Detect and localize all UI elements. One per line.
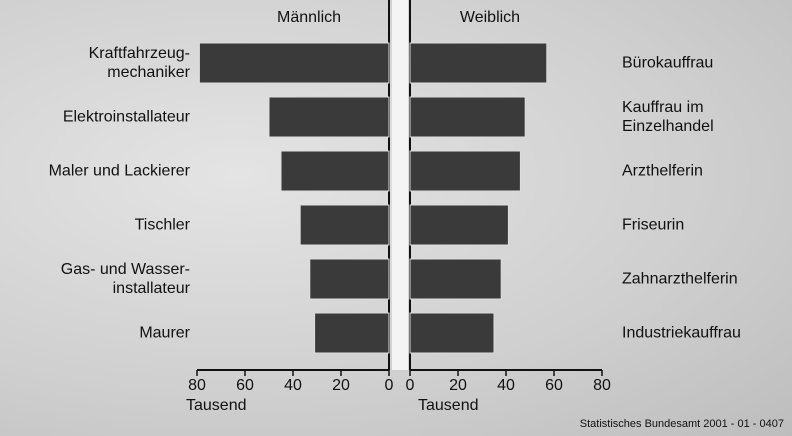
- category-label: Tischler: [0, 216, 190, 235]
- bar: [300, 205, 389, 245]
- source: Statistisches Bundesamt 2001 - 01 - 0407: [580, 418, 784, 430]
- category-label: Maurer: [0, 324, 190, 343]
- category-label: Bürokauffrau: [622, 54, 787, 73]
- x-tick-label: 80: [188, 377, 206, 394]
- bar: [410, 97, 525, 137]
- category-label: Maler und Lackierer: [0, 162, 190, 181]
- bar: [410, 205, 508, 245]
- chart: Männlich 0 20 40 60 80 Tausend Weiblich 0 20 40 60 8…: [0, 0, 792, 436]
- category-label: Kraftfahrzeug- mechaniker: [0, 44, 190, 82]
- category-label: Zahnarzthelferin: [622, 270, 787, 289]
- bar: [410, 259, 501, 299]
- category-label: Kauffrau im Einzelhandel: [622, 98, 787, 136]
- category-label: Industriekauffrau: [622, 324, 787, 343]
- x-tick-label: 20: [449, 377, 467, 394]
- bar: [199, 43, 389, 83]
- x-tick-label: 0: [385, 377, 394, 394]
- bar: [410, 43, 547, 83]
- panel-title: Männlich: [277, 9, 341, 26]
- x-tick-label: 20: [332, 377, 350, 394]
- category-label: Arzthelferin: [622, 162, 787, 181]
- x-tick-label: 60: [545, 377, 563, 394]
- bar: [281, 151, 389, 191]
- category-label: Friseurin: [622, 216, 787, 235]
- x-axis-label: Tausend: [418, 397, 479, 414]
- x-tick-label: 0: [406, 377, 415, 394]
- x-tick-label: 60: [236, 377, 254, 394]
- separator: [392, 0, 408, 370]
- bar: [410, 151, 520, 191]
- x-tick-label: 80: [593, 377, 611, 394]
- bar: [315, 313, 389, 353]
- x-tick-label: 40: [284, 377, 302, 394]
- panel-title: Weiblich: [460, 9, 520, 26]
- bar: [269, 97, 389, 137]
- bar: [310, 259, 389, 299]
- category-label: Gas- und Wasser- installateur: [0, 260, 190, 298]
- x-axis-label: Tausend: [186, 397, 247, 414]
- bar: [410, 313, 494, 353]
- category-label: Elektroinstallateur: [0, 108, 190, 127]
- x-tick-label: 40: [497, 377, 515, 394]
